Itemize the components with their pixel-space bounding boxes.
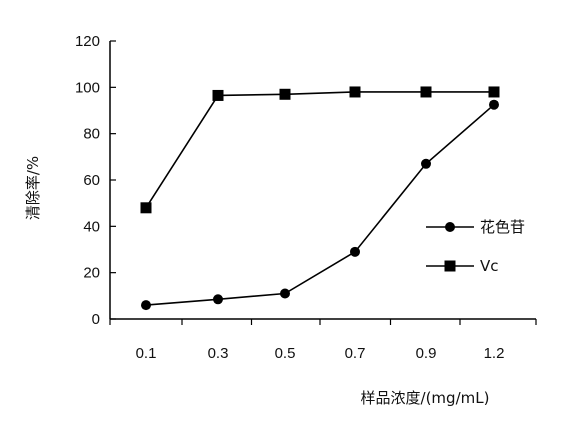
data-point xyxy=(141,300,151,311)
legend-marker xyxy=(444,260,456,272)
y-tick-label: 80 xyxy=(83,126,100,143)
y-tick-label: 0 xyxy=(92,311,100,328)
data-point xyxy=(280,288,290,299)
data-point xyxy=(140,202,152,214)
y-tick-label: 40 xyxy=(83,218,100,235)
y-tick-label: 60 xyxy=(83,172,100,189)
legend: 花色苷 Vc xyxy=(426,218,525,275)
series-layer xyxy=(140,86,500,311)
data-point xyxy=(420,86,432,98)
data-point xyxy=(489,99,499,110)
x-axis-title: 样品浓度/(mg/mL) xyxy=(361,389,490,407)
data-point xyxy=(349,86,361,98)
data-point xyxy=(213,294,223,305)
y-axis-title: 清除率/% xyxy=(24,156,42,220)
x-tick-label: 1.2 xyxy=(484,345,505,362)
x-tick-label: 0.7 xyxy=(345,345,366,362)
series-line xyxy=(145,91,494,209)
data-point xyxy=(350,246,360,257)
x-tick-label: 0.5 xyxy=(275,345,296,362)
legend-label: 花色苷 xyxy=(480,218,525,236)
axes: 0 20 40 60 80 100 120 0.1 0.3 0.5 0.7 0.9 1.2 xyxy=(75,33,537,362)
data-point xyxy=(488,86,500,98)
y-tick-label: 120 xyxy=(75,33,100,50)
data-point xyxy=(212,89,224,101)
data-point xyxy=(279,88,291,100)
y-tick-label: 100 xyxy=(75,79,100,96)
legend-label: Vc xyxy=(480,257,499,275)
legend-marker xyxy=(445,222,455,232)
x-tick-label: 0.9 xyxy=(416,345,437,362)
series-line xyxy=(145,104,495,306)
x-tick-label: 0.1 xyxy=(136,345,157,362)
x-tick-label: 0.3 xyxy=(208,345,229,362)
y-tick-label: 20 xyxy=(83,265,100,282)
data-point xyxy=(421,158,431,169)
